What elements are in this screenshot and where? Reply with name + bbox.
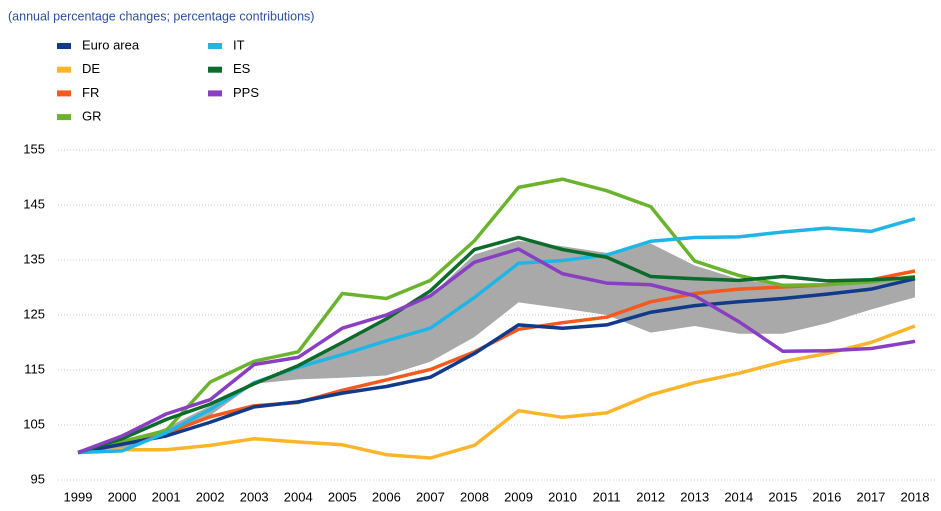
y-tick-label: 115 — [24, 361, 45, 376]
legend-swatch — [208, 90, 222, 97]
x-tick-label: 2012 — [636, 489, 665, 504]
x-tick-label: 2003 — [240, 489, 269, 504]
x-tick-label: 2009 — [504, 489, 533, 504]
x-tick-label: 2007 — [416, 489, 445, 504]
legend-label: PPS — [233, 85, 259, 100]
legend-label: FR — [82, 85, 99, 100]
x-tick-label: 2015 — [768, 489, 797, 504]
x-tick-label: 2017 — [856, 489, 885, 504]
x-tick-label: 1999 — [64, 489, 93, 504]
x-tick-label: 2006 — [372, 489, 401, 504]
y-tick-label: 145 — [23, 196, 45, 211]
legend-label: GR — [82, 109, 102, 124]
legend-swatch — [57, 43, 71, 49]
x-tick-label: 2011 — [593, 489, 621, 504]
x-tick-label: 2005 — [328, 489, 357, 504]
y-tick-label: 125 — [23, 306, 45, 321]
legend-label: IT — [233, 37, 245, 52]
x-tick-label: 2010 — [548, 489, 577, 504]
line-series — [77, 247, 916, 455]
line-series — [77, 276, 916, 455]
x-tick-label: 2018 — [901, 489, 930, 504]
x-tick-label: 2000 — [108, 489, 137, 504]
legend-swatch — [208, 43, 222, 49]
x-tick-label: 2016 — [812, 489, 841, 504]
legend-swatch — [57, 66, 71, 73]
y-tick-label: 135 — [23, 251, 45, 266]
chart-subtitle: (annual percentage changes; percentage c… — [8, 9, 314, 23]
line-series — [77, 324, 916, 460]
legend-label: ES — [233, 61, 251, 76]
x-tick-label: 2008 — [460, 489, 489, 504]
legend-label: DE — [82, 61, 100, 76]
legend-swatch — [57, 114, 71, 121]
y-tick-label: 95 — [31, 471, 45, 486]
x-tick-label: 2002 — [196, 489, 225, 504]
legend-label: Euro area — [82, 37, 140, 52]
line-series — [77, 217, 916, 455]
legend-swatch — [208, 66, 222, 73]
y-tick-label: 155 — [23, 141, 45, 156]
x-tick-label: 2004 — [284, 489, 313, 504]
line-series — [77, 177, 916, 455]
x-tick-label: 2001 — [152, 489, 181, 504]
legend-swatch — [57, 90, 71, 97]
y-tick-label: 105 — [23, 416, 45, 431]
line-series — [77, 235, 916, 455]
x-tick-label: 2013 — [680, 489, 709, 504]
x-tick-label: 2014 — [724, 489, 753, 504]
